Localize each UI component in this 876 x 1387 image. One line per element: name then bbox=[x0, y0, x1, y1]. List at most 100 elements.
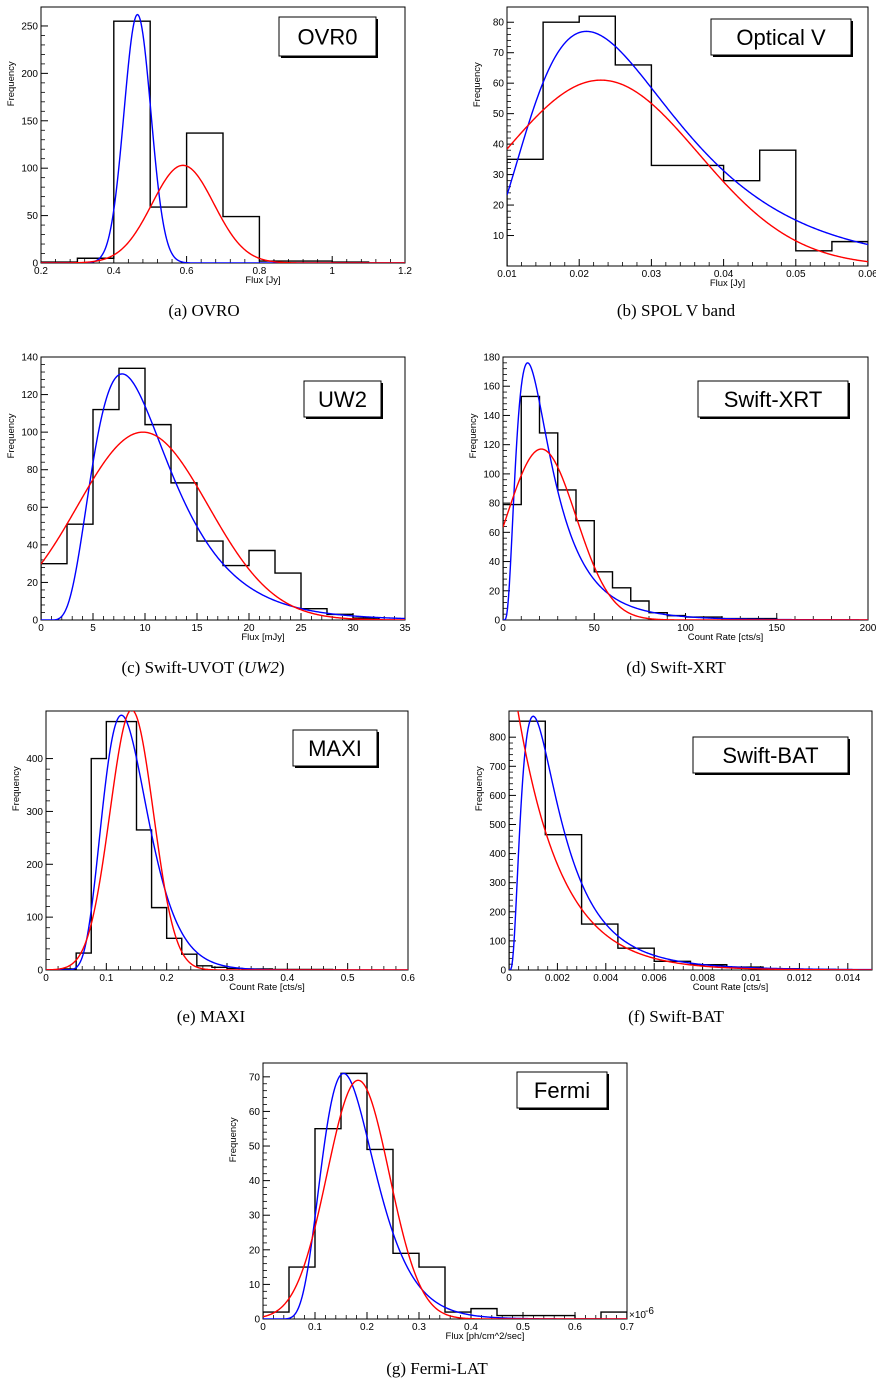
histogram-bin bbox=[223, 566, 249, 620]
label-box bbox=[278, 16, 377, 57]
histogram-bin bbox=[41, 564, 67, 620]
histogram-bin bbox=[145, 425, 171, 620]
figure-caption: (e) MAXI bbox=[177, 1007, 246, 1026]
x-axis-label: Count Rate [cts/s] bbox=[229, 982, 305, 993]
y-tick-label: 30 bbox=[249, 1211, 261, 1222]
x-axis-label: Flux [Jy] bbox=[245, 275, 280, 286]
x-tick-label: 0.012 bbox=[787, 973, 812, 984]
x-tick-label: 0.3 bbox=[220, 973, 234, 984]
x-tick-label: 0.4 bbox=[280, 973, 294, 984]
caption-text: (f) Swift-BAT bbox=[628, 1007, 724, 1026]
x-tick-label: 0.2 bbox=[160, 973, 174, 984]
y-tick-label: 120 bbox=[21, 390, 38, 401]
y-tick-label: 100 bbox=[21, 428, 38, 439]
y-tick-label: 300 bbox=[26, 807, 43, 818]
histogram-outline bbox=[41, 20, 405, 263]
x-tick-label: 0.6 bbox=[401, 973, 415, 984]
fit-curve-red bbox=[507, 79, 868, 263]
label-box-text: Optical V bbox=[736, 25, 826, 50]
histogram-bin bbox=[114, 21, 150, 263]
y-tick-label: 50 bbox=[249, 1142, 261, 1153]
figure-caption: (b) SPOL V band bbox=[617, 301, 736, 320]
y-tick-label: 300 bbox=[489, 878, 506, 889]
y-tick-label: 200 bbox=[26, 860, 43, 871]
histogram-bin bbox=[171, 483, 197, 620]
y-axis-label: Frequency bbox=[6, 61, 17, 106]
y-tick-label: 0 bbox=[37, 966, 43, 977]
x-tick-label: 1.2 bbox=[398, 266, 412, 277]
histogram-bin bbox=[67, 524, 93, 620]
x-tick-label: 0.8 bbox=[252, 266, 266, 277]
caption-text: (c) Swift-UVOT ( bbox=[121, 658, 244, 677]
x-tick-label: 25 bbox=[295, 623, 307, 634]
y-tick-label: 100 bbox=[489, 936, 506, 947]
x-tick-label: 0.02 bbox=[569, 269, 589, 280]
x-tick-label: 0.05 bbox=[786, 269, 806, 280]
x-axis-label: Flux [ph/cm^2/sec] bbox=[446, 1331, 525, 1342]
x-tick-label: 0.6 bbox=[568, 1322, 582, 1333]
histogram-bin bbox=[601, 1312, 627, 1319]
x-tick-label: 0.2 bbox=[360, 1322, 374, 1333]
y-tick-label: 40 bbox=[489, 557, 501, 568]
y-tick-label: 70 bbox=[249, 1072, 261, 1083]
label-box-text: Swift-XRT bbox=[724, 387, 823, 412]
y-tick-label: 180 bbox=[483, 353, 500, 364]
x-tick-label: 0.01 bbox=[741, 973, 761, 984]
histogram bbox=[503, 395, 832, 620]
histogram-bin bbox=[521, 396, 539, 620]
x-tick-label: 0.4 bbox=[107, 266, 121, 277]
histogram-bin bbox=[275, 573, 301, 620]
y-tick-label: 80 bbox=[27, 465, 39, 476]
chart-panel-a: 0.2 0.4 0.6 0.8 1 1.2 0 50 100 150 200 250 Flux [Jy]… bbox=[6, 6, 412, 320]
y-tick-label: 120 bbox=[483, 440, 500, 451]
y-axis-label: Frequency bbox=[472, 62, 483, 107]
figure-caption: (g) Fermi-LAT bbox=[386, 1359, 488, 1378]
caption-end: ) bbox=[279, 658, 285, 677]
y-tick-label: 800 bbox=[489, 733, 506, 744]
y-tick-label: 70 bbox=[493, 48, 505, 59]
y-tick-label: 20 bbox=[27, 578, 39, 589]
y-tick-label: 600 bbox=[489, 791, 506, 802]
histogram-bin bbox=[315, 1129, 341, 1319]
x-tick-label: 0 bbox=[506, 973, 512, 984]
y-tick-label: 400 bbox=[26, 754, 43, 765]
y-tick-label: 30 bbox=[493, 170, 505, 181]
y-tick-label: 250 bbox=[21, 21, 38, 32]
histogram bbox=[263, 1072, 627, 1319]
fit-curve-red bbox=[41, 431, 405, 620]
y-tick-label: 700 bbox=[489, 762, 506, 773]
histogram-bin bbox=[137, 830, 152, 970]
x-tick-label: 10 bbox=[139, 623, 151, 634]
x-tick-label: 0.3 bbox=[412, 1322, 426, 1333]
fit-curve-blue bbox=[41, 373, 405, 620]
x-tick-label: 0.01 bbox=[497, 269, 517, 280]
y-tick-label: 40 bbox=[249, 1176, 261, 1187]
histogram-bin bbox=[341, 1073, 367, 1319]
x-tick-label: 0.6 bbox=[180, 266, 194, 277]
x-axis-label: Count Rate [cts/s] bbox=[688, 632, 764, 643]
y-tick-label: 0 bbox=[254, 1315, 260, 1326]
caption-emphasis: UW2 bbox=[244, 658, 279, 677]
histogram-bin bbox=[618, 948, 654, 970]
x-tick-label: 20 bbox=[243, 623, 255, 634]
x-tick-label: 0.5 bbox=[341, 973, 355, 984]
label-box bbox=[292, 729, 378, 767]
fit-curve-red bbox=[46, 711, 408, 970]
label-box-text: Fermi bbox=[534, 1078, 590, 1103]
histogram-bin bbox=[724, 181, 760, 266]
histogram-bin bbox=[651, 165, 687, 266]
histogram-bin bbox=[76, 953, 91, 970]
label-box-text: UW2 bbox=[318, 387, 367, 412]
fit-curve-red bbox=[41, 164, 405, 263]
figure-caption: (c) Swift-UVOT (UW2) bbox=[121, 658, 284, 677]
x-tick-label: 0.04 bbox=[714, 269, 734, 280]
x-tick-label: 0.008 bbox=[690, 973, 715, 984]
x-tick-label: 50 bbox=[589, 623, 601, 634]
x-tick-label: 15 bbox=[191, 623, 203, 634]
y-tick-label: 100 bbox=[21, 164, 38, 175]
label-box bbox=[697, 380, 849, 418]
y-tick-label: 100 bbox=[26, 913, 43, 924]
x-tick-label: 0.1 bbox=[308, 1322, 322, 1333]
x-axis-exponent: ×10 bbox=[629, 1310, 646, 1321]
